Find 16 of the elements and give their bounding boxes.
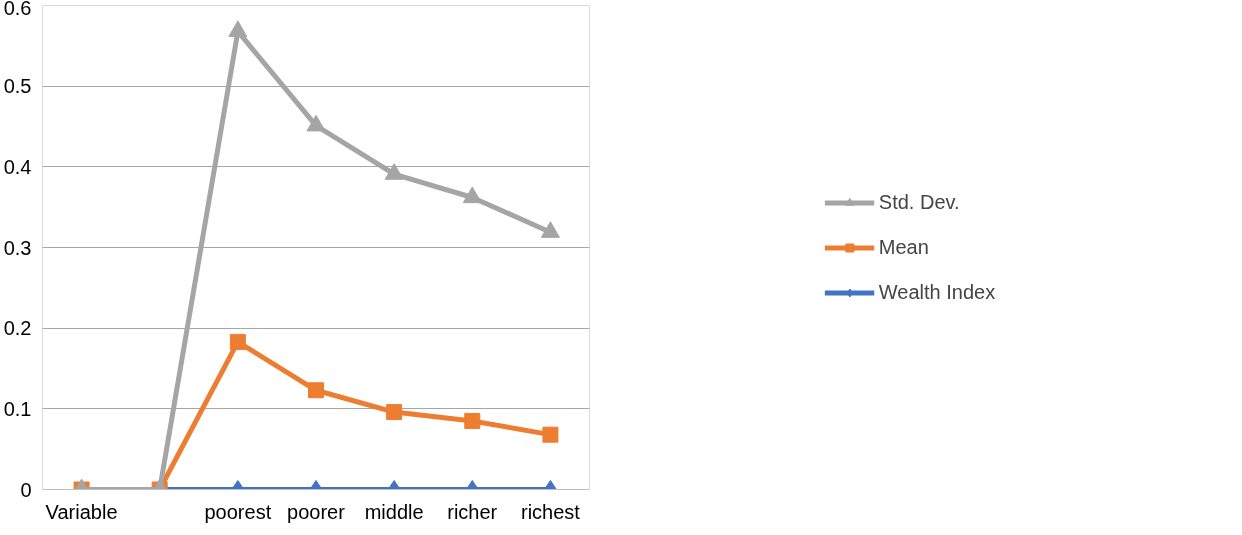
- legend-label: Std. Dev.: [878, 190, 960, 214]
- x-tick-label: middle: [364, 500, 424, 523]
- y-tick-label: 0.4: [3, 155, 32, 178]
- y-tick-label: 0.2: [3, 317, 32, 340]
- y-tick-label: 0: [20, 478, 32, 501]
- x-tick-label: richest: [520, 500, 581, 523]
- y-tick-label: 0.6: [3, 0, 32, 19]
- legend-label: Mean: [878, 235, 929, 259]
- y-tick-label: 0.1: [3, 397, 32, 420]
- x-tick-label: Variable: [45, 500, 118, 523]
- x-tick-label: poorer: [287, 500, 346, 523]
- x-tick-label: poorest: [204, 500, 272, 523]
- y-tick-label: 0.3: [3, 236, 32, 259]
- legend-label: Wealth Index: [878, 280, 996, 304]
- y-tick-label: 0.5: [3, 75, 32, 98]
- x-tick-label: richer: [447, 500, 498, 523]
